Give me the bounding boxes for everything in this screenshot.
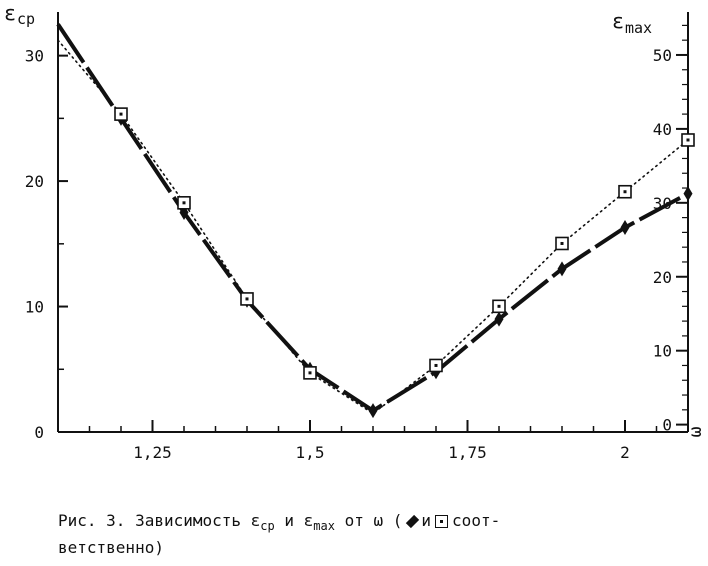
right-tick-label: 50 [653,46,672,65]
figure-caption: Рис. 3. Зависимость εcp и εmax от ω ( и со… [58,510,698,559]
square-point-center [119,112,123,116]
square-point-center [308,371,312,375]
left-tick-label: 30 [25,47,44,66]
diamond-point [494,311,504,327]
right-tick-label: 20 [653,268,672,287]
square-point-center [245,297,249,301]
plot-frame [57,12,689,433]
right-tick-label: 0 [662,416,672,435]
left-axis-ticks: 0 10 20 30 [25,47,68,442]
diamond-point [368,403,378,419]
x-tick-label: 1,5 [296,443,325,462]
diamond-point [683,186,693,202]
diamond-marker-icon [406,514,420,529]
series-markers [114,107,695,419]
series-square-line [57,39,689,415]
square-point-center [560,241,564,245]
x-axis-title: ω [685,426,706,437]
right-axis-title-sub: max [625,19,652,37]
square-point-center [182,201,186,205]
square-point-center [686,138,690,142]
diamond-point [557,261,567,277]
square-point-center [623,190,627,194]
caption-mid: и ε [274,511,314,530]
right-axis-title: ε [612,9,624,33]
x-tick-label: 1,75 [448,443,487,462]
x-tick-label: 1,25 [133,443,172,462]
left-tick-label: 10 [25,298,44,317]
caption-sub-max: max [313,519,335,534]
x-tick-label: 2 [620,443,630,462]
caption-line2: ветственно) [58,538,164,558]
caption-after: от ω ( [334,511,403,530]
left-axis-title-sub: cp [17,10,35,28]
caption-prefix: Рис. 3. Зависимость ε [58,511,261,530]
square-marker-icon [435,515,449,528]
right-tick-label: 10 [653,342,672,361]
x-axis-ticks: 1,25 1,5 1,75 2 [88,420,689,462]
series-lines [56,23,689,415]
diamond-point [620,220,630,236]
caption-and: и [421,511,432,530]
left-tick-label: 0 [34,423,44,442]
right-tick-label: 40 [653,120,672,139]
caption-sub-cp: cp [260,519,275,534]
left-axis-title: ε [4,1,16,25]
square-point-center [497,304,501,308]
left-tick-label: 20 [25,172,44,191]
caption-end: соот- [452,511,501,530]
square-point-center [434,363,438,367]
